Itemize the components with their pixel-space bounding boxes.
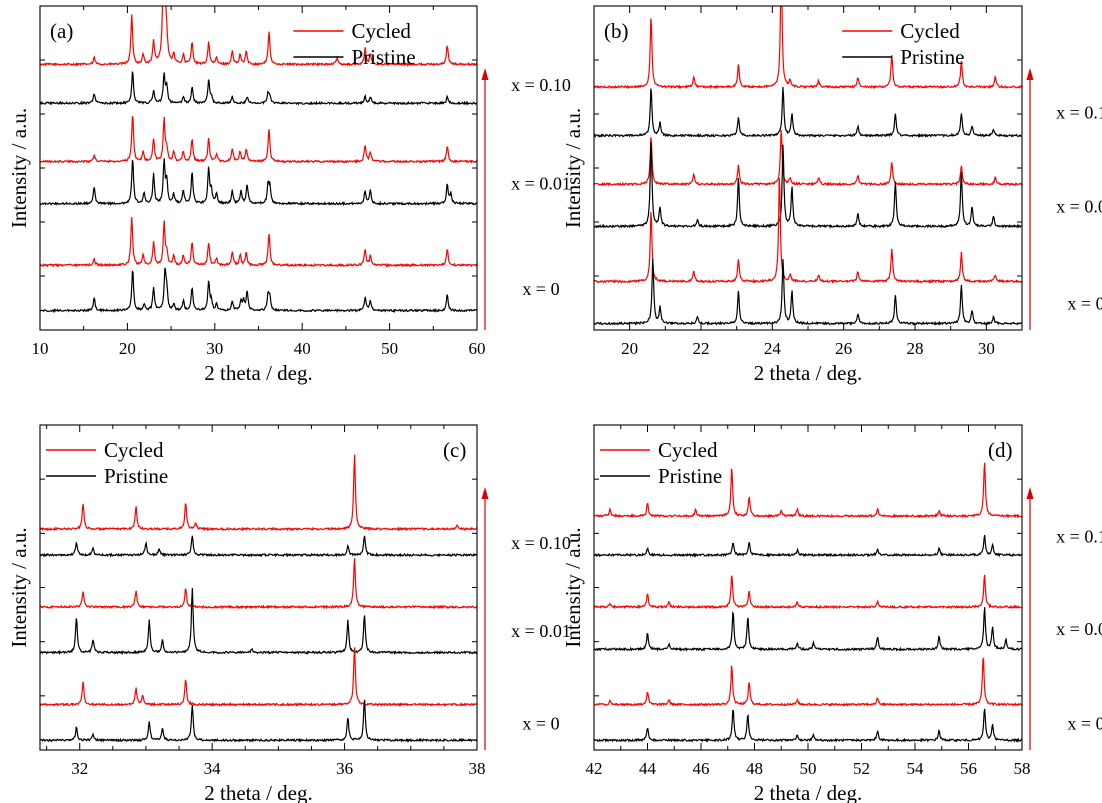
legend-label-cycled: Cycled: [104, 438, 164, 462]
x-tick-label: 20: [621, 339, 638, 358]
series-pristine-x0-line: [40, 699, 477, 743]
series-pristine-x0-line: [594, 259, 1022, 326]
x-tick-label: 10: [32, 339, 49, 358]
x-tick-label: 22: [693, 339, 710, 358]
composition-label: x = 0.10: [511, 75, 571, 95]
x-tick-label: 26: [835, 339, 852, 358]
x-tick-label: 40: [294, 339, 311, 358]
x-axis-label: 2 theta / deg.: [204, 361, 312, 385]
x-tick-label: 46: [693, 759, 710, 778]
x-tick-label: 50: [381, 339, 398, 358]
composition-arrow-head: [481, 487, 489, 499]
series-cycled-x0-line: [594, 657, 1022, 707]
y-axis-label: Intensity / a.u.: [7, 108, 31, 228]
y-axis-label: Intensity / a.u.: [7, 527, 31, 647]
x-tick-label: 56: [960, 759, 977, 778]
composition-label: x = 0.10: [1056, 527, 1102, 547]
series-cycled-x010-line: [594, 6, 1022, 90]
x-tick-label: 30: [978, 339, 995, 358]
legend-label-cycled: Cycled: [351, 19, 411, 43]
legend-label-cycled: Cycled: [900, 19, 960, 43]
chart-panel-b: 20 22 24 26 28 30 2 theta / deg. Intensity / a.…: [561, 5, 1102, 385]
chart-panel-d: 42 44 46 48 50 52 54 56 58 2 theta / deg. Intensit…: [561, 424, 1102, 803]
composition-label: x = 0.10: [511, 533, 571, 553]
panel-label: (d): [988, 438, 1013, 462]
x-tick-label: 52: [853, 759, 870, 778]
x-tick-label: 28: [907, 339, 924, 358]
x-tick-label: 30: [206, 339, 223, 358]
x-axis-label: 2 theta / deg.: [754, 361, 862, 385]
x-tick-label: 24: [764, 339, 782, 358]
x-tick-label: 58: [1014, 759, 1031, 778]
series-cycled-x001-line: [594, 574, 1022, 610]
series-pristine-x010-line: [40, 71, 477, 106]
x-tick-label: 60: [469, 339, 486, 358]
y-axis-label: Intensity / a.u.: [561, 527, 585, 647]
series-cycled-x0-line: [594, 177, 1022, 284]
series-pristine-x0-line: [594, 708, 1022, 743]
composition-label: x = 0.10: [1056, 102, 1102, 122]
composition-label: x = 0: [522, 279, 559, 299]
composition-label: x = 0.01: [511, 174, 571, 194]
legend-label-cycled: Cycled: [658, 438, 718, 462]
series-cycled-x001-line: [40, 558, 477, 610]
x-tick-label: 38: [469, 759, 486, 778]
chart-panel-a: 10 20 30 40 50 60 2 theta / deg. Intensity / a.…: [7, 5, 571, 385]
x-tick-label: 42: [586, 759, 603, 778]
series-cycled-x0-line: [40, 647, 477, 707]
composition-label: x = 0.01: [1056, 196, 1102, 216]
x-tick-label: 48: [746, 759, 763, 778]
chart-panel-c: 32 34 36 38 2 theta / deg. Intensity / a.u. (c…: [7, 424, 571, 803]
series-cycled-x001-line: [40, 115, 477, 164]
composition-arrow-head: [481, 68, 489, 80]
series-cycled-x010-line: [40, 6, 477, 67]
series-pristine-x010-line: [40, 535, 477, 558]
panel-label: (c): [443, 438, 466, 462]
legend-label-pristine: Pristine: [104, 464, 168, 488]
series-pristine-x001-line: [40, 158, 477, 207]
composition-arrow-head: [1026, 68, 1034, 80]
series-pristine-x001-line: [594, 607, 1022, 652]
series-cycled-x010-line: [594, 462, 1022, 519]
series-pristine-x001-line: [594, 142, 1022, 230]
y-axis-label: Intensity / a.u.: [561, 108, 585, 228]
panel-label: (b): [604, 19, 629, 43]
series-cycled-x001-line: [594, 129, 1022, 187]
x-tick-label: 20: [119, 339, 136, 358]
x-axis-label: 2 theta / deg.: [754, 781, 862, 803]
series-cycled-x010-line: [40, 454, 477, 532]
x-tick-label: 36: [336, 759, 353, 778]
composition-arrow-head: [1026, 487, 1034, 499]
series-pristine-x001-line: [40, 588, 477, 656]
composition-label: x = 0.01: [1056, 619, 1102, 639]
legend-label-pristine: Pristine: [658, 464, 722, 488]
series-cycled-x0-line: [40, 217, 477, 268]
x-tick-label: 54: [907, 759, 925, 778]
x-tick-label: 32: [71, 759, 88, 778]
legend-label-pristine: Pristine: [900, 45, 964, 69]
series-pristine-x0-line: [40, 267, 477, 314]
series-pristine-x010-line: [594, 86, 1022, 139]
legend-label-pristine: Pristine: [351, 45, 415, 69]
series-pristine-x010-line: [594, 534, 1022, 558]
composition-label: x = 0.01: [511, 621, 571, 641]
x-axis-label: 2 theta / deg.: [204, 781, 312, 803]
composition-label: x = 0: [1067, 713, 1102, 733]
x-tick-label: 44: [639, 759, 657, 778]
x-tick-label: 50: [800, 759, 817, 778]
x-tick-label: 34: [204, 759, 222, 778]
composition-label: x = 0: [522, 713, 559, 733]
panel-label: (a): [50, 19, 73, 43]
composition-label: x = 0: [1067, 293, 1102, 313]
